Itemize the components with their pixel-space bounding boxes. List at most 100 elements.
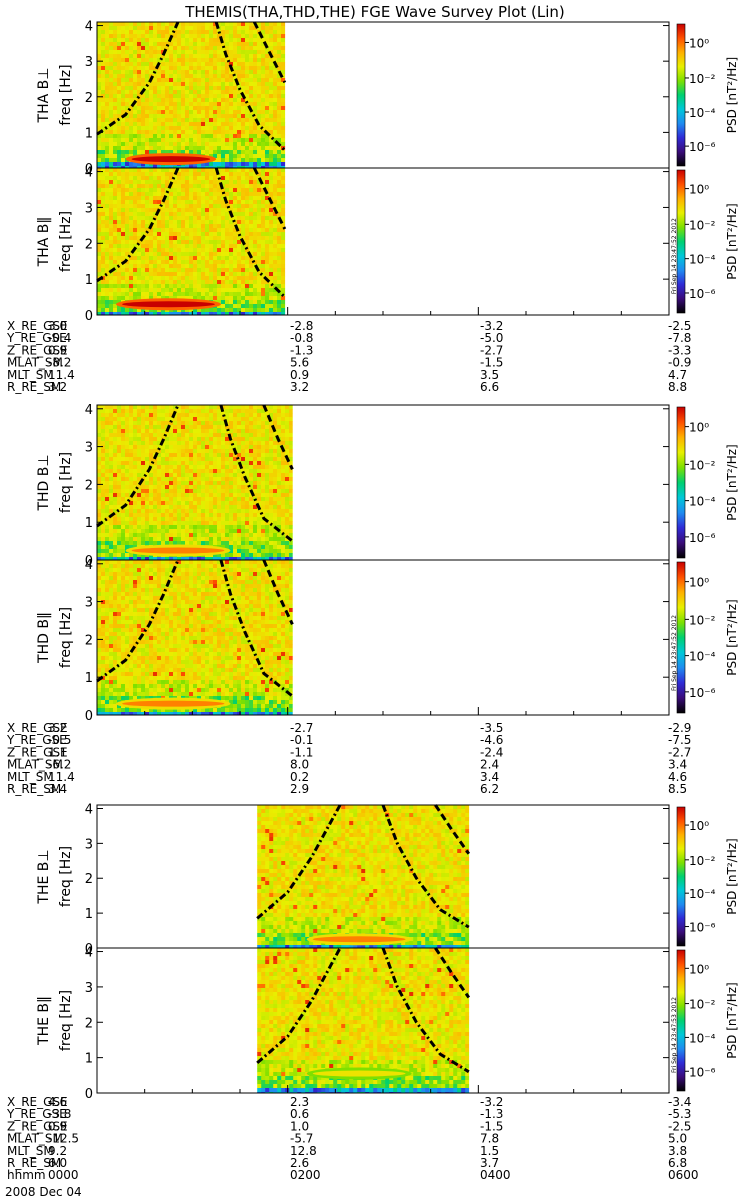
emission-band (132, 156, 211, 162)
colorbar-scale (677, 950, 685, 1091)
colorbar-tick-label: 10⁻⁴ (689, 253, 716, 267)
colorbar-tick-label: 10⁻⁶ (689, 1065, 716, 1079)
orbit-value: 0400 (480, 1168, 511, 1182)
orbit-value: 6.6 (480, 380, 499, 394)
colorbar-tick-label: 10⁻² (689, 613, 716, 627)
y-tick-label: 4 (85, 558, 93, 573)
colorbar: 10⁰ 10⁻² 10⁻⁴ 10⁻⁶ PSD [nT²/Hz] Fri Sep 14 23… (671, 562, 739, 713)
spectrogram-cells (97, 168, 285, 315)
y-tick-label: 3 (85, 837, 93, 852)
date-label: 2008 Dec 04 (5, 1185, 82, 1199)
orbit-value: 6.2 (480, 782, 499, 796)
y-axis-label: freq [Hz] (58, 846, 74, 907)
orbit-value: 8.5 (668, 782, 687, 796)
colorbar-tick-label: 10⁻⁶ (689, 531, 716, 545)
y-tick-label: 4 (85, 166, 93, 181)
colorbar-label: PSD [nT²/Hz] (725, 57, 739, 133)
colorbar-tick-label: 10⁻² (689, 72, 716, 86)
orbit-value: 0200 (290, 1168, 321, 1182)
y-tick-label: 2 (85, 872, 93, 887)
colorbar-tick-label: 10⁰ (689, 421, 709, 435)
y-tick-label: 0 (85, 309, 93, 324)
colorbar-tick-label: 10⁻² (689, 854, 716, 868)
emission-band (122, 301, 215, 307)
orbit-value: 0600 (668, 1168, 699, 1182)
orbit-value: 8.8 (668, 380, 687, 394)
colorbar-tick-label: 10⁻⁶ (689, 921, 716, 935)
y-axis-label: freq [Hz] (58, 607, 74, 668)
y-tick-label: 1 (85, 126, 93, 141)
orbit-row-label: hhmm (7, 1168, 46, 1182)
creation-timestamp: Fri Sep 14 23:47:53 2012 (671, 997, 678, 1073)
spectrogram-cells (257, 805, 469, 948)
colorbar-tick-label: 10⁻² (689, 458, 716, 472)
creation-timestamp: Fri Sep 14 23:47:52 2012 (671, 218, 678, 294)
y-tick-label: 2 (85, 1016, 93, 1031)
colorbar-tick-label: 10⁰ (689, 576, 709, 590)
y-axis-label: freq [Hz] (58, 211, 74, 272)
orbit-value: 3.2 (48, 380, 67, 394)
colorbar-tick-label: 10⁻⁴ (689, 650, 716, 664)
y-tick-label: 1 (85, 273, 93, 288)
y-tick-label: 4 (85, 802, 93, 817)
colorbar-tick-label: 10⁻⁶ (689, 287, 716, 301)
y-tick-label: 3 (85, 441, 93, 456)
y-axis-label: freq [Hz] (58, 452, 74, 513)
y-tick-label: 2 (85, 633, 93, 648)
colorbar-label: PSD [nT²/Hz] (725, 203, 739, 279)
creation-timestamp: Fri Sep 14 23:47:52 2012 (671, 615, 678, 691)
panel-label: THA B‖ (36, 217, 52, 268)
emission-band (313, 936, 406, 942)
panel-label: THA B⊥ (36, 68, 52, 124)
orbit-table: X_RE_GSE3.2-2.7-3.5-2.9Y_RE_GSE-0.5-0.1-… (6, 721, 691, 796)
colorbar-tick-label: 10⁻⁴ (689, 887, 716, 901)
colorbar-tick-label: 10⁰ (689, 819, 709, 833)
colorbar-scale (677, 24, 685, 166)
y-tick-label: 4 (85, 20, 93, 35)
orbit-value: 2.9 (290, 782, 309, 796)
emission-band (313, 1071, 406, 1077)
spectrogram-cells (97, 560, 293, 715)
colorbar: 10⁰ 10⁻² 10⁻⁴ 10⁻⁶ PSD [nT²/Hz] (677, 807, 739, 946)
y-axis-label: freq [Hz] (58, 64, 74, 125)
spectrogram-cells (97, 405, 293, 560)
y-tick-label: 0 (85, 1087, 93, 1102)
y-tick-label: 3 (85, 981, 93, 996)
y-tick-label: 1 (85, 671, 93, 686)
panel-label: THD B‖ (36, 612, 52, 664)
colorbar-label: PSD [nT²/Hz] (725, 599, 739, 675)
colorbar-tick-label: 10⁻² (689, 218, 716, 232)
orbit-value: 3.2 (290, 380, 309, 394)
colorbar-tick-label: 10⁰ (689, 36, 709, 50)
colorbar-tick-label: 10⁻⁶ (689, 140, 716, 154)
colorbar-scale (677, 407, 685, 558)
colorbar-label: PSD [nT²/Hz] (725, 838, 739, 914)
y-tick-label: 2 (85, 91, 93, 106)
emission-band (122, 701, 224, 707)
panel-label: THE B‖ (36, 996, 52, 1046)
colorbar-scale (677, 170, 685, 313)
y-tick-label: 4 (85, 403, 93, 418)
y-tick-label: 1 (85, 1052, 93, 1067)
orbit-table: X_RE_GSE3.0-2.8-3.2-2.5Y_RE_GSE-0.4-0.8-… (6, 319, 691, 394)
y-tick-label: 3 (85, 55, 93, 70)
colorbar-tick-label: 10⁰ (689, 962, 709, 976)
y-tick-label: 1 (85, 907, 93, 922)
y-tick-label: 3 (85, 596, 93, 611)
y-axis-label: freq [Hz] (58, 990, 74, 1051)
colorbar-tick-label: 10⁻⁶ (689, 686, 716, 700)
figure-title: THEMIS(THA,THD,THE) FGE Wave Survey Plot… (184, 3, 565, 21)
orbit-value: 3.4 (48, 782, 67, 796)
